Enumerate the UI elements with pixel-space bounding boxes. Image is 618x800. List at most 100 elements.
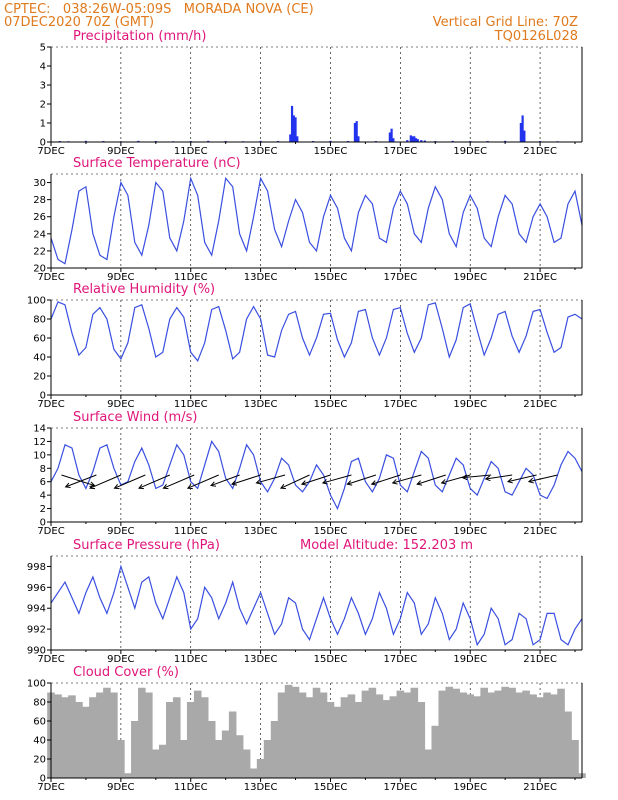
wind-arrow-head (300, 480, 307, 486)
wind-arrow-head (527, 477, 534, 484)
x-tick-label: 21DEC (523, 654, 557, 665)
y-tick-label: 80 (33, 315, 46, 326)
wind-arrow (347, 474, 377, 485)
wind-title: Surface Wind (m/s) (73, 410, 197, 425)
x-tick-label: 17DEC (383, 399, 417, 410)
x-tick-label: 19DEC (453, 272, 487, 283)
header-line1-left: CPTEC: 038:26W-05:09S MORADA NOVA (CE) (4, 2, 314, 17)
cloud-bar (501, 686, 509, 778)
x-tick-label: 13DEC (244, 146, 278, 157)
x-tick-label: 13DEC (244, 272, 278, 283)
wind-arrow (163, 474, 195, 489)
cloud-bar (152, 749, 160, 778)
pres-title: Surface Pressure (hPa) (73, 538, 220, 553)
cloud-bar (138, 687, 146, 778)
y-tick-label: 4 (40, 491, 46, 502)
precip-bar (207, 140, 210, 142)
cloud-bar (270, 721, 279, 778)
x-tick-label: 11DEC (174, 272, 208, 283)
panel-temp: 20 22 24 26 28 30 7DEC 9DEC 11DEC 13DEC 15DEC 17DEC… (33, 156, 583, 283)
wind-arrow (462, 474, 492, 479)
x-tick-label: 21DEC (523, 782, 557, 793)
cloud-bar (389, 696, 398, 778)
cloud-bar (340, 697, 349, 778)
panel-pres: 990 992 994 996 998 7DEC 9DEC 11DEC 13DEC 15DEC 17… (27, 538, 583, 665)
wind-arrow-head (391, 479, 398, 485)
wind-arrow (301, 474, 331, 485)
x-tick-label: 11DEC (174, 146, 208, 157)
x-tick-label: 21DEC (523, 526, 557, 537)
cloud-bar (61, 697, 69, 778)
cloud-bar (284, 684, 293, 778)
cloud-bar (368, 687, 377, 778)
precip-bar (519, 123, 522, 142)
header-line2-left: 07DEC2020 70Z (GMT) (4, 15, 154, 30)
x-tick-label: 9DEC (107, 782, 134, 793)
y-tick-label: 40 (33, 353, 46, 364)
cloud-bar (172, 697, 181, 778)
y-tick-label: 0 (40, 391, 46, 402)
y-tick-label: 28 (33, 195, 46, 206)
cloud-title: Cloud Cover (%) (73, 665, 179, 680)
header-line1-right: Vertical Grid Line: 70Z (433, 15, 578, 30)
x-tick-label: 9DEC (107, 654, 134, 665)
cloud-bar (103, 687, 111, 778)
cloud-bar (480, 687, 488, 778)
cloud-bar (298, 692, 307, 778)
y-tick-label: 4 (40, 62, 46, 73)
cloud-bar (263, 740, 272, 778)
y-tick-label: 3 (40, 81, 46, 92)
precip-bar (413, 136, 416, 142)
y-tick-label: 996 (27, 583, 46, 594)
cloud-bar (347, 694, 356, 778)
x-tick-label: 11DEC (174, 654, 208, 665)
x-tick-label: 19DEC (453, 399, 487, 410)
cloud-bar (403, 692, 412, 778)
x-tick-label: 19DEC (453, 654, 487, 665)
y-tick-label: 2 (40, 504, 46, 515)
precip-bar (414, 138, 418, 142)
precip-bar (451, 140, 454, 142)
wind-arrow (280, 474, 310, 489)
wind-arrow (61, 474, 95, 487)
x-tick-label: 17DEC (383, 654, 417, 665)
wind-arrow-head (416, 480, 423, 486)
wind-arrow (371, 474, 401, 485)
cloud-bar (396, 690, 405, 778)
cloud-bar (571, 740, 579, 778)
x-tick-label: 17DEC (383, 526, 417, 537)
x-tick-label: 7DEC (37, 526, 64, 537)
cloud-bar (410, 687, 419, 778)
cloud-bar (550, 694, 558, 778)
x-tick-label: 7DEC (37, 146, 64, 157)
wind-arrow-head (138, 483, 145, 490)
y-tick-label: 80 (33, 698, 46, 709)
precip-bar (416, 139, 419, 142)
precip-bar (390, 128, 393, 142)
cloud-bar (54, 694, 62, 778)
cloud-bar (431, 725, 440, 778)
y-tick-label: 990 (27, 646, 46, 657)
wind-arrow-head (255, 479, 262, 485)
precip-bar (259, 140, 262, 142)
cloud-bar (193, 690, 202, 778)
cloud-bar (145, 692, 153, 778)
cloud-bar (333, 706, 342, 778)
precip-bar (423, 140, 426, 142)
cloud-bar (110, 692, 118, 778)
y-tick-label: 0 (40, 518, 46, 529)
x-tick-label: 15DEC (314, 272, 348, 283)
cloud-bar (131, 721, 139, 778)
precip-bar (521, 115, 524, 142)
cloud-bar (207, 721, 216, 778)
wind-arrow-head (210, 481, 217, 487)
y-tick-label: 10 (33, 450, 46, 461)
precip-bar (84, 140, 88, 142)
wind-arrow-head (113, 483, 120, 490)
precip-bar (292, 115, 295, 142)
cloud-bar (466, 694, 475, 778)
wind-arrow-head (162, 483, 169, 490)
x-tick-label: 13DEC (244, 526, 278, 537)
x-tick-label: 15DEC (314, 782, 348, 793)
x-tick-label: 11DEC (174, 399, 208, 410)
